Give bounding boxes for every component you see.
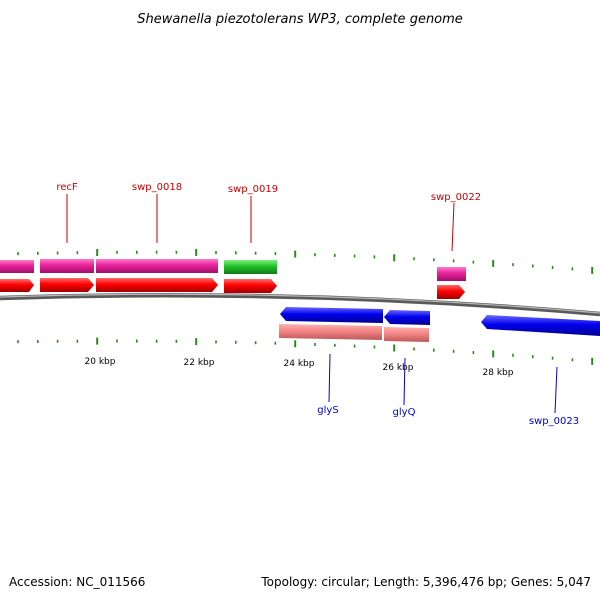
tick-label: 28 kbp — [483, 368, 514, 378]
cds-feature-recF[interactable] — [40, 259, 94, 273]
bottom-gene-labels: glyS glyQ swp_0023 — [317, 353, 579, 427]
leader-line — [451, 202, 455, 252]
cds-feature-swp-0022[interactable] — [437, 267, 466, 281]
gene-arrow-glyQ[interactable] — [384, 310, 430, 325]
leader-line — [328, 353, 331, 403]
gene-label-swp-0019[interactable]: swp_0019 — [228, 184, 278, 195]
gene-label-glyS[interactable]: glyS — [317, 405, 338, 416]
tick-label: 20 kbp — [85, 357, 116, 367]
gene-arrow-swp-0023[interactable] — [481, 315, 600, 336]
top-gene-labels: recF swp_0018 swp_0019 swp_0022 — [56, 182, 481, 252]
leader-line — [554, 366, 558, 414]
tick-row-bottom — [17, 337, 594, 365]
accession-text: Accession: NC_011566 — [9, 575, 145, 589]
reverse-gene-row — [280, 307, 600, 336]
gene-label-swp-0023[interactable]: swp_0023 — [529, 416, 579, 427]
gene-arrow-recF[interactable] — [40, 278, 94, 292]
cds-feature-glyQ[interactable] — [384, 327, 429, 342]
gene-label-swp-0018[interactable]: swp_0018 — [132, 182, 182, 193]
gene-arrow-swp-0018[interactable] — [96, 278, 218, 292]
page-title: Shewanella piezotolerans WP3, complete g… — [137, 12, 463, 27]
forward-cds-row — [0, 259, 466, 281]
axis-tick-labels: 20 kbp 22 kbp 24 kbp 26 kbp 28 kbp — [85, 357, 514, 378]
gene-arrow[interactable] — [0, 279, 34, 292]
gene-label-swp-0022[interactable]: swp_0022 — [431, 192, 481, 203]
gene-arrow-swp-0022[interactable] — [437, 285, 465, 299]
forward-gene-row — [0, 278, 465, 299]
cds-feature-swp-0018[interactable] — [96, 259, 218, 273]
gene-arrow-glyS[interactable] — [280, 307, 383, 323]
gene-arrow-swp-0019[interactable] — [224, 279, 277, 293]
topology-text: Topology: circular; Length: 5,396,476 bp… — [260, 575, 591, 589]
tick-row-top — [17, 248, 594, 274]
tick-label: 24 kbp — [284, 359, 315, 369]
reverse-cds-row — [279, 324, 429, 342]
tick-label: 26 kbp — [383, 363, 414, 373]
cds-feature-swp-0019[interactable] — [224, 260, 277, 274]
tick-label: 22 kbp — [184, 358, 215, 368]
chromosome-backbone — [0, 292, 600, 317]
cds-feature[interactable] — [0, 260, 34, 273]
gene-label-recF[interactable]: recF — [56, 182, 78, 193]
cds-feature-glyS[interactable] — [279, 324, 382, 340]
chromosome-backbone-highlight — [0, 293, 600, 314]
leader-line — [403, 357, 406, 406]
gene-label-glyQ[interactable]: glyQ — [393, 407, 416, 418]
